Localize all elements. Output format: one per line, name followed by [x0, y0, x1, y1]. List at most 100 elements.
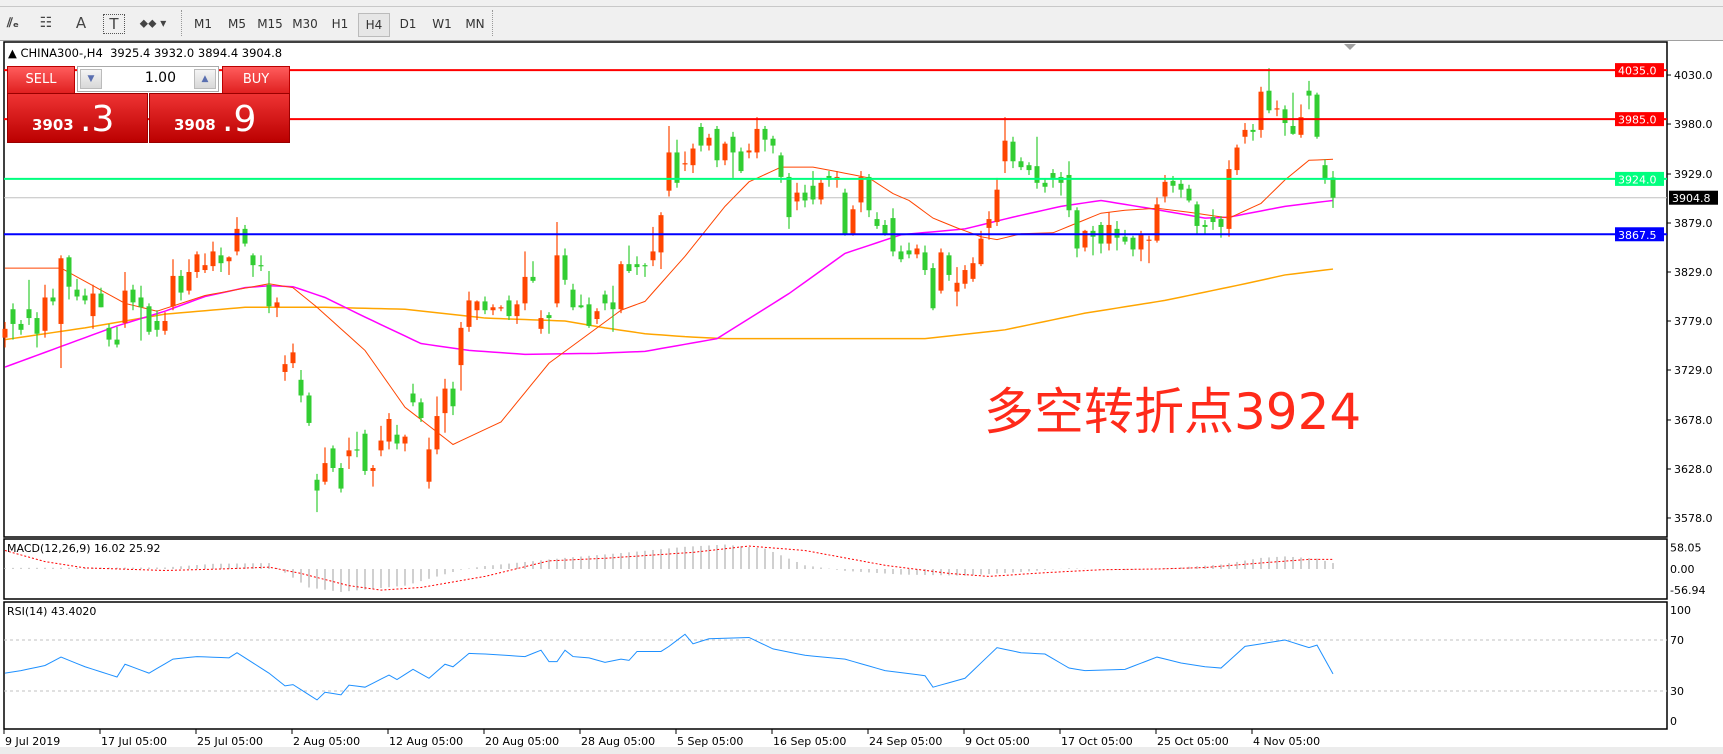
candle-body	[482, 301, 488, 311]
timeframe-m5[interactable]: M5	[228, 17, 246, 31]
candle-body	[698, 126, 704, 146]
candle-body	[874, 219, 880, 226]
arrows-icon[interactable]: ⬥⬥ ▾	[139, 15, 167, 30]
candle-body	[258, 265, 264, 267]
chart-toolbar: ⫽ₑ ☷ A T ⬥⬥ ▾ M1 M5 M15 M30 H1 H4 D1 W1 MN	[0, 7, 1723, 41]
candle-body	[474, 301, 480, 311]
candle-body	[570, 289, 576, 308]
lot-decrease-icon[interactable]: ▼	[80, 69, 102, 89]
buy-price-frac: .9	[222, 99, 257, 140]
candle-body	[1146, 239, 1152, 241]
candle-body	[306, 395, 312, 423]
text-icon[interactable]: A	[72, 11, 90, 35]
candle-body	[1010, 141, 1016, 162]
candle-body	[994, 189, 1000, 223]
candle-body	[930, 268, 936, 309]
price-axis-label: 3578.0	[1674, 512, 1713, 525]
candle-body	[842, 192, 848, 234]
candle-body	[250, 255, 256, 266]
price-chart[interactable]: 4030.0 3980.0 3929.0 3879.0 3829.0 3779.0 3729…	[0, 40, 1723, 754]
lot-increase-icon[interactable]: ▲	[194, 69, 216, 89]
text-label-glyph: T	[109, 15, 119, 33]
buy-price[interactable]: 3908 .9	[149, 93, 290, 143]
candle-body	[378, 440, 384, 451]
candle-body	[666, 152, 672, 191]
price-axis-label: 3779.0	[1674, 315, 1713, 328]
text-icon-glyph: A	[75, 14, 87, 32]
candle-body	[970, 263, 976, 279]
candle-body	[210, 251, 216, 267]
candle-body	[1154, 204, 1160, 241]
candle-body	[370, 468, 376, 471]
candle-body	[850, 209, 856, 234]
candle-body	[802, 192, 808, 201]
symbol-timeframe: CHINA300-,H4	[20, 46, 103, 60]
lot-size-field[interactable]: ▼ 1.00 ▲	[77, 66, 219, 92]
text-label-icon[interactable]: T	[103, 14, 125, 34]
candle-body	[922, 252, 928, 271]
sell-button[interactable]: SELL	[7, 66, 75, 94]
collapse-triangle-icon[interactable]: ▲	[8, 46, 21, 60]
candle-body	[906, 250, 912, 255]
candle-body	[722, 143, 728, 161]
candle-body	[690, 148, 696, 166]
candle-body	[746, 150, 752, 153]
time-axis-label: 20 Aug 05:00	[485, 735, 559, 748]
price-axis-label: 3879.0	[1674, 217, 1713, 230]
chart-tools-icon[interactable]: ⫽ₑ	[6, 15, 20, 31]
candle-body	[66, 257, 72, 287]
sell-price[interactable]: 3903 .3	[7, 93, 148, 143]
candle-body	[1218, 219, 1224, 227]
macd-panel	[3, 538, 1668, 600]
buy-button[interactable]: BUY	[222, 66, 290, 94]
candle-body	[130, 289, 136, 303]
rsi-axis-label: 0	[1670, 715, 1677, 728]
candle-body	[1130, 237, 1136, 250]
level-price-tag	[1615, 227, 1664, 242]
candle-body	[674, 152, 680, 183]
level-price-label: 3985.0	[1618, 114, 1657, 127]
candle-body	[1122, 236, 1128, 242]
candle-body	[530, 276, 536, 281]
price-axis-label: 3980.0	[1674, 118, 1713, 131]
candle-body	[386, 419, 392, 442]
one-click-trading-panel: SELL ▼ 1.00 ▲ BUY 3903 .3 3908 .9	[7, 66, 290, 143]
time-axis-label: 12 Aug 05:00	[389, 735, 463, 748]
candle-body	[266, 284, 272, 307]
candle-body	[898, 251, 904, 260]
candle-body	[18, 323, 24, 330]
timeframe-mn[interactable]: MN	[465, 17, 485, 31]
candle-body	[626, 264, 632, 272]
sell-price-main: 3903	[32, 116, 74, 134]
time-axis-label: 17 Jul 05:00	[101, 735, 167, 748]
candle-body	[290, 352, 296, 364]
timeframe-d1[interactable]: D1	[399, 17, 417, 31]
time-axis-label: 24 Sep 05:00	[869, 735, 942, 748]
candle-body	[1266, 90, 1272, 111]
candle-body	[618, 264, 624, 310]
candle-body	[410, 393, 416, 403]
status-strip	[0, 747, 1723, 754]
candle-body	[1178, 183, 1184, 190]
candle-body	[1314, 94, 1320, 137]
grid-icon[interactable]: ☷	[39, 15, 53, 31]
timeframe-m1[interactable]: M1	[194, 17, 212, 31]
price-axis-label: 3628.0	[1674, 463, 1713, 476]
price-axis-label: 3678.0	[1674, 414, 1713, 427]
candle-body	[1226, 169, 1232, 229]
chart-annotation-text[interactable]: 多空转折点3924	[984, 383, 1362, 441]
lot-value[interactable]: 1.00	[144, 70, 176, 86]
candle-body	[322, 463, 328, 482]
timeframe-h1[interactable]: H1	[331, 17, 349, 31]
candle-body	[402, 436, 408, 444]
candle-body	[202, 265, 208, 271]
timeframe-w1[interactable]: W1	[432, 17, 452, 31]
toolbar-separator	[492, 10, 495, 36]
candle-body	[1026, 165, 1032, 171]
timeframe-h4[interactable]: H4	[358, 13, 390, 37]
candle-body	[962, 270, 968, 284]
timeframe-m30[interactable]: M30	[292, 17, 318, 31]
macd-axis-label: -56.94	[1670, 584, 1705, 597]
timeframe-m15[interactable]: M15	[257, 17, 283, 31]
candle-body	[554, 255, 560, 304]
